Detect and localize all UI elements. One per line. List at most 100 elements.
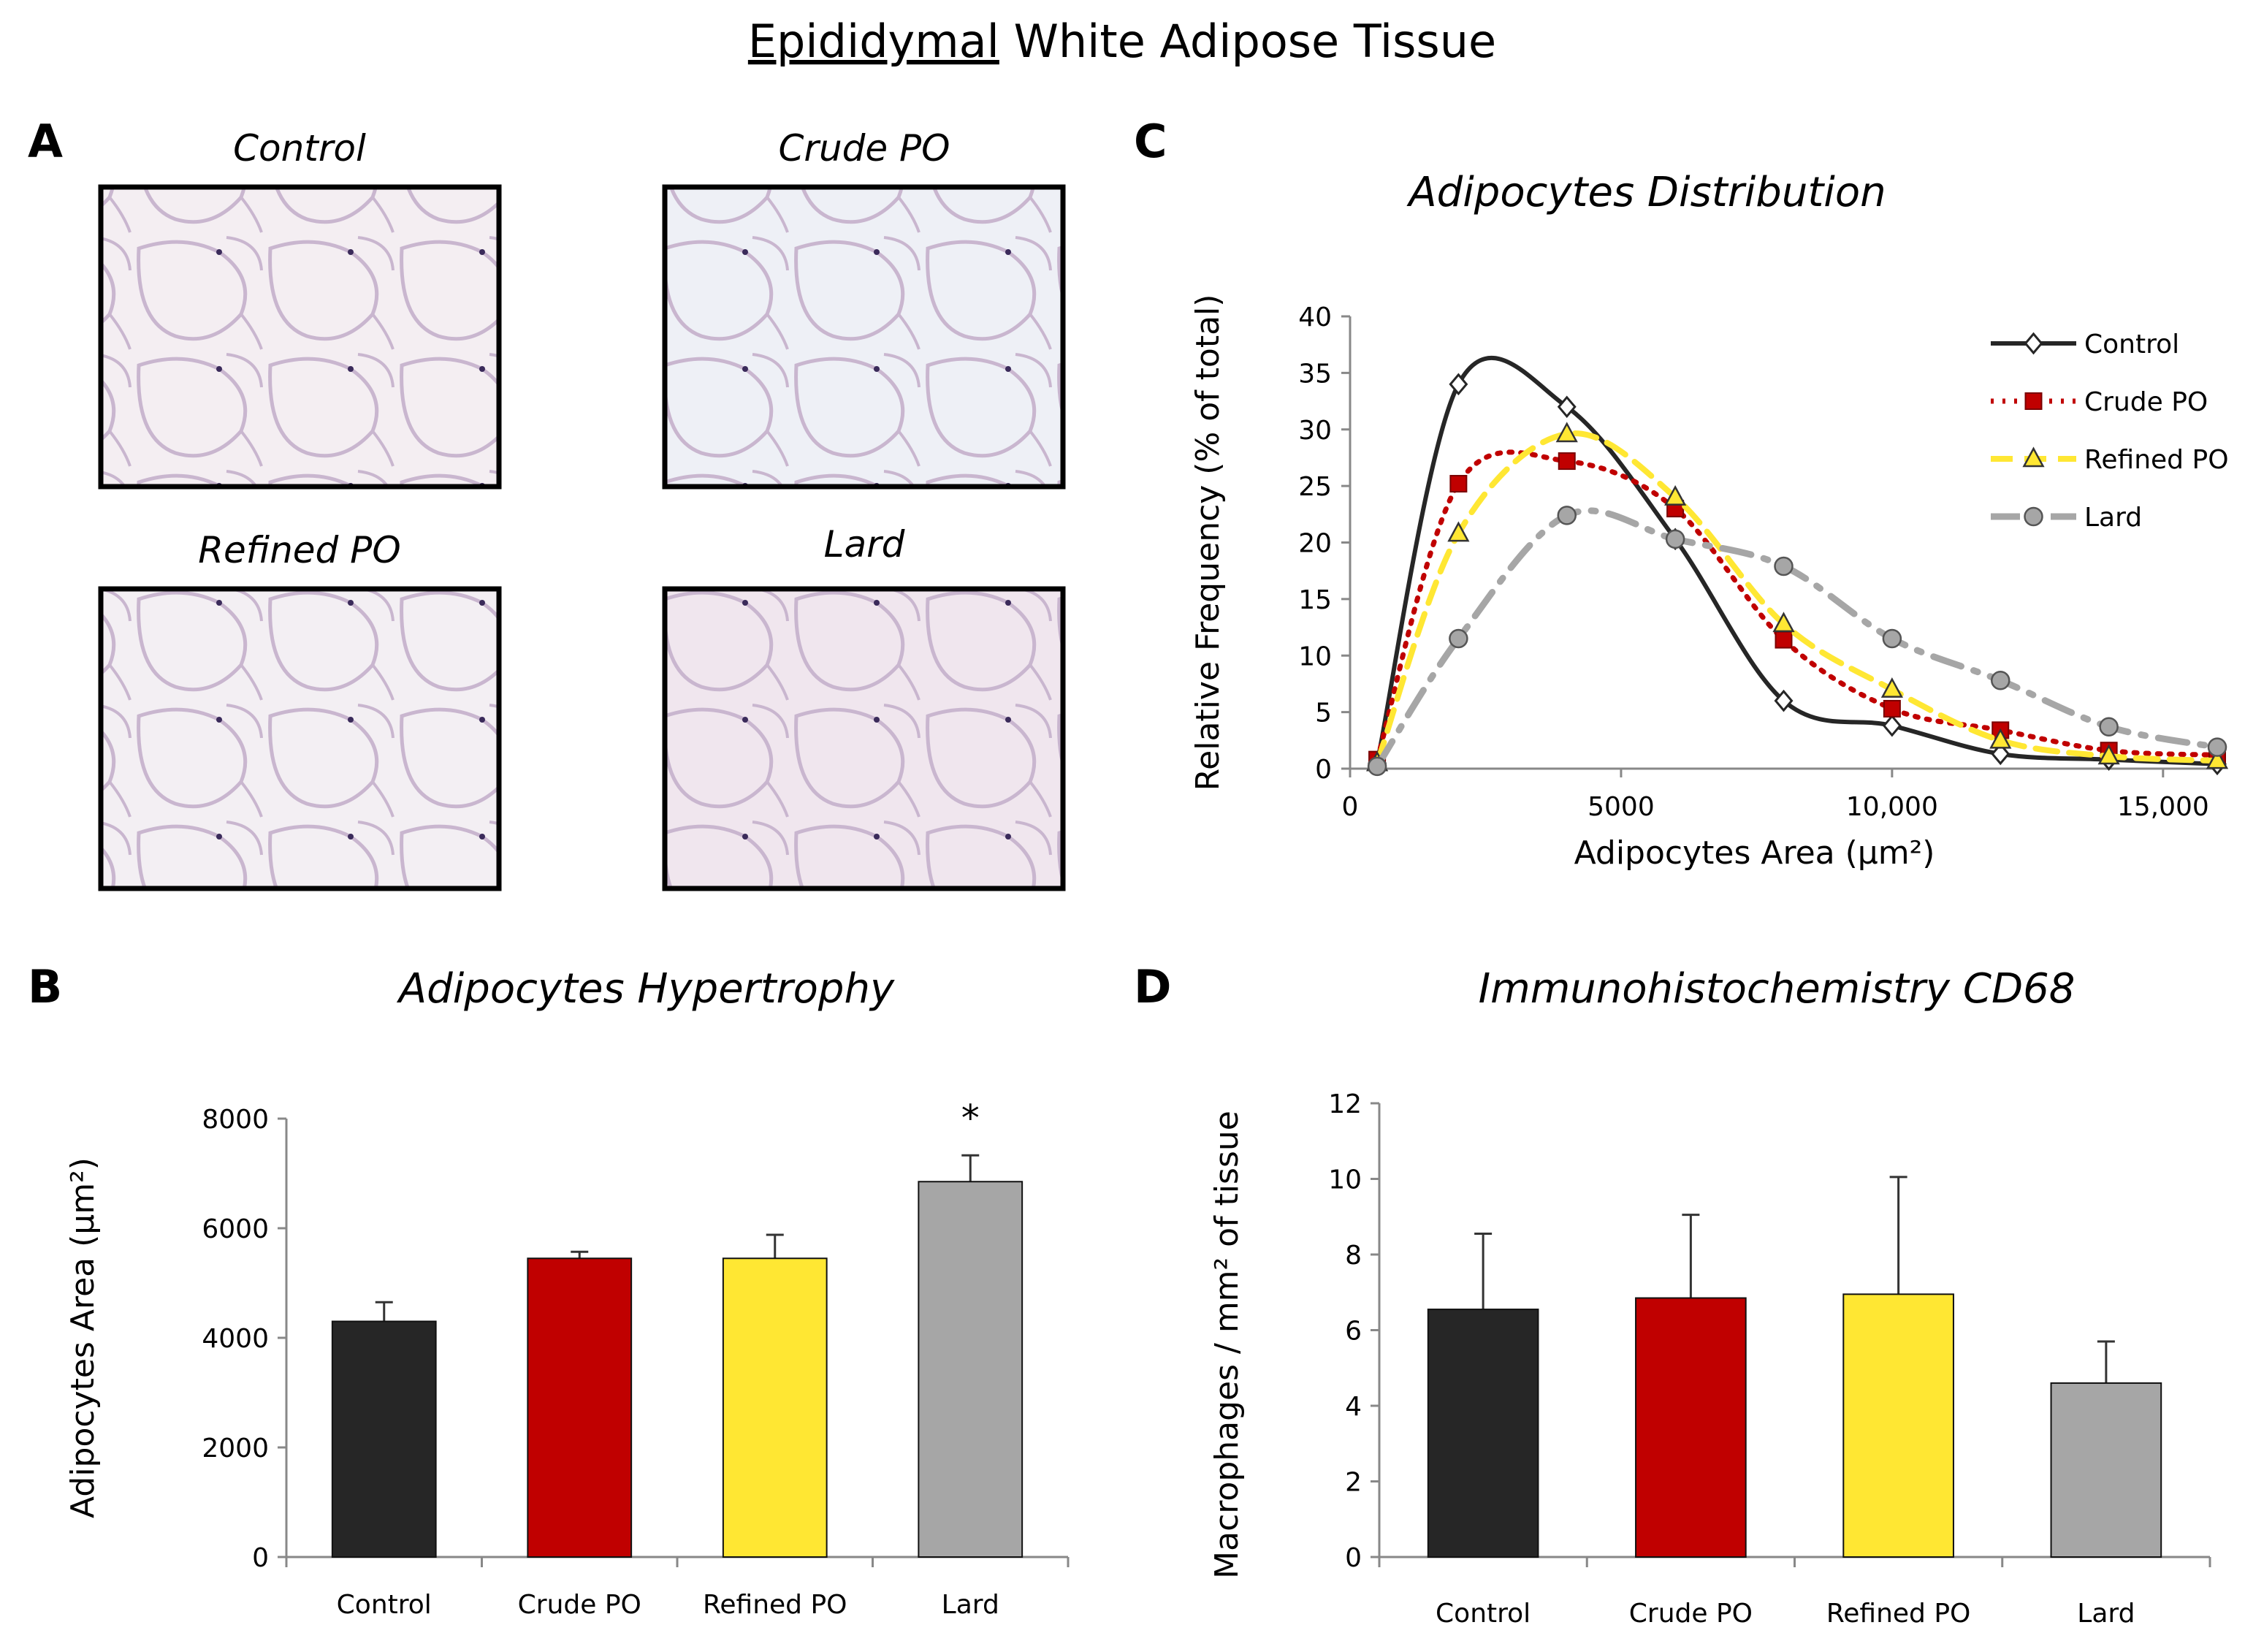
data-point <box>1449 475 1468 493</box>
y-tick-label: 2000 <box>202 1434 269 1463</box>
data-point <box>1449 628 1468 649</box>
y-tick-label: 40 <box>1298 302 1332 332</box>
y-axis-label: Relative Frequency (% of total) <box>1189 294 1227 791</box>
x-category-label: Control <box>337 1590 432 1620</box>
data-point <box>1664 484 1687 506</box>
micrograph-label: Refined PO <box>198 529 400 571</box>
panel-letter-a: A <box>28 115 63 168</box>
data-point <box>1558 452 1576 471</box>
bar-lard: Lard <box>2050 1340 2162 1629</box>
data-point <box>1882 714 1902 737</box>
bar-crude-po: Crude PO <box>1629 1214 1753 1629</box>
y-tick-label: 0 <box>1345 1543 1362 1573</box>
y-tick-label: 30 <box>1298 416 1332 446</box>
bar-control: Control <box>1427 1233 1539 1629</box>
x-tick-label: 10,000 <box>1846 792 1938 822</box>
data-point <box>1774 689 1794 712</box>
y-axis-label: Adipocytes Area (µm²) <box>64 1157 102 1518</box>
distribution-chart: Adipocytes Distribution 0 5 10 15 20 25 30 35 40 0… <box>1189 169 2229 872</box>
y-tick-label: 15 <box>1298 585 1332 615</box>
y-tick-label: 6 <box>1345 1317 1362 1347</box>
data-point <box>2206 748 2229 769</box>
legend-entry: Crude PO <box>2084 387 2208 417</box>
micrograph-frame <box>98 586 502 891</box>
micrograph-crude-po: Crude PO <box>662 127 1066 490</box>
micrograph-lard: Lard <box>662 523 1066 891</box>
panel-letter-d: D <box>1134 960 1171 1013</box>
y-tick-label: 2 <box>1345 1468 1362 1498</box>
legend-entry: Control <box>2084 330 2179 359</box>
significance-marker: * <box>961 1097 980 1139</box>
micrograph-control: Control <box>98 127 502 490</box>
series-lard <box>1367 506 2227 777</box>
x-tick-label: 0 <box>1342 792 1359 822</box>
data-point <box>1989 728 2012 749</box>
legend-entry: Lard <box>2084 503 2142 533</box>
data-point <box>1557 506 1577 525</box>
bar-refined-po: Refined PO <box>703 1233 847 1620</box>
micrograph-texture <box>101 589 499 888</box>
data-point <box>1555 422 1578 443</box>
figure-title-rest: White Adipose Tissue <box>999 15 1496 68</box>
y-tick-label: 4 <box>1345 1392 1362 1422</box>
legend-marker <box>2024 506 2043 527</box>
data-point <box>2099 717 2119 736</box>
bar-rect <box>918 1181 1024 1558</box>
micrograph-texture <box>665 187 1063 487</box>
data-point <box>1557 395 1577 419</box>
y-tick-label: 6000 <box>202 1214 269 1244</box>
x-category-label: Crude PO <box>1629 1599 1753 1629</box>
legend-entry: Refined PO <box>2084 445 2229 475</box>
x-tick-label: 15,000 <box>2117 792 2209 822</box>
series-crude-po <box>1368 449 2226 769</box>
series-refined-po <box>1365 422 2229 772</box>
data-point <box>1774 556 1794 576</box>
bar-rect <box>2050 1382 2162 1558</box>
micrograph-label: Crude PO <box>778 127 950 170</box>
x-category-label: Lard <box>942 1590 999 1620</box>
micrograph-frame <box>662 586 1066 891</box>
data-point <box>1447 521 1470 542</box>
x-category-label: Refined PO <box>1826 1599 1971 1629</box>
y-tick-label: 4000 <box>202 1324 269 1354</box>
series-line <box>1374 430 2220 766</box>
bar-rect <box>331 1320 437 1558</box>
y-tick-label: 0 <box>1315 755 1332 785</box>
x-category-label: Control <box>1436 1599 1531 1629</box>
x-category-label: Refined PO <box>703 1590 847 1620</box>
bar-rect <box>1427 1309 1539 1558</box>
y-tick-label: 8 <box>1345 1241 1362 1271</box>
bar-control: Control <box>331 1301 437 1620</box>
series-line <box>1374 449 2220 763</box>
data-point <box>1449 373 1468 396</box>
data-point <box>1880 677 1903 698</box>
x-axis-label: Adipocytes Area (µm²) <box>1574 834 1935 872</box>
data-point <box>1367 756 1387 777</box>
chart-title: Adipocytes Distribution <box>1406 169 1886 216</box>
series-line <box>1373 507 2221 770</box>
data-point <box>1883 699 1901 717</box>
micrograph-texture <box>665 589 1063 888</box>
panel-letter-c: C <box>1134 115 1167 168</box>
micrograph-label: Control <box>233 127 366 170</box>
bar-lard: Lard * <box>918 1097 1024 1620</box>
x-category-label: Lard <box>2077 1599 2135 1629</box>
data-point <box>1991 671 2010 690</box>
bar-rect <box>527 1257 633 1558</box>
bar-rect <box>722 1257 828 1558</box>
y-tick-label: 8000 <box>202 1105 269 1135</box>
micrograph-frame <box>662 184 1066 490</box>
x-tick-label: 5000 <box>1587 792 1655 822</box>
bar-refined-po: Refined PO <box>1826 1176 1971 1629</box>
micrograph-refined-po: Refined PO <box>98 529 502 891</box>
legend-marker <box>2022 446 2045 468</box>
data-point <box>1991 742 2010 766</box>
data-point <box>1882 628 1902 649</box>
hypertrophy-chart: Adipocytes Hypertrophy 0 2000 4000 6000 8000 A… <box>64 965 1070 1620</box>
chart-title: Adipocytes Hypertrophy <box>397 965 895 1013</box>
legend-marker <box>2024 392 2043 410</box>
y-tick-label: 5 <box>1315 699 1332 728</box>
figure-title-underlined: Epididymal <box>748 15 999 68</box>
y-tick-label: 35 <box>1298 359 1332 389</box>
